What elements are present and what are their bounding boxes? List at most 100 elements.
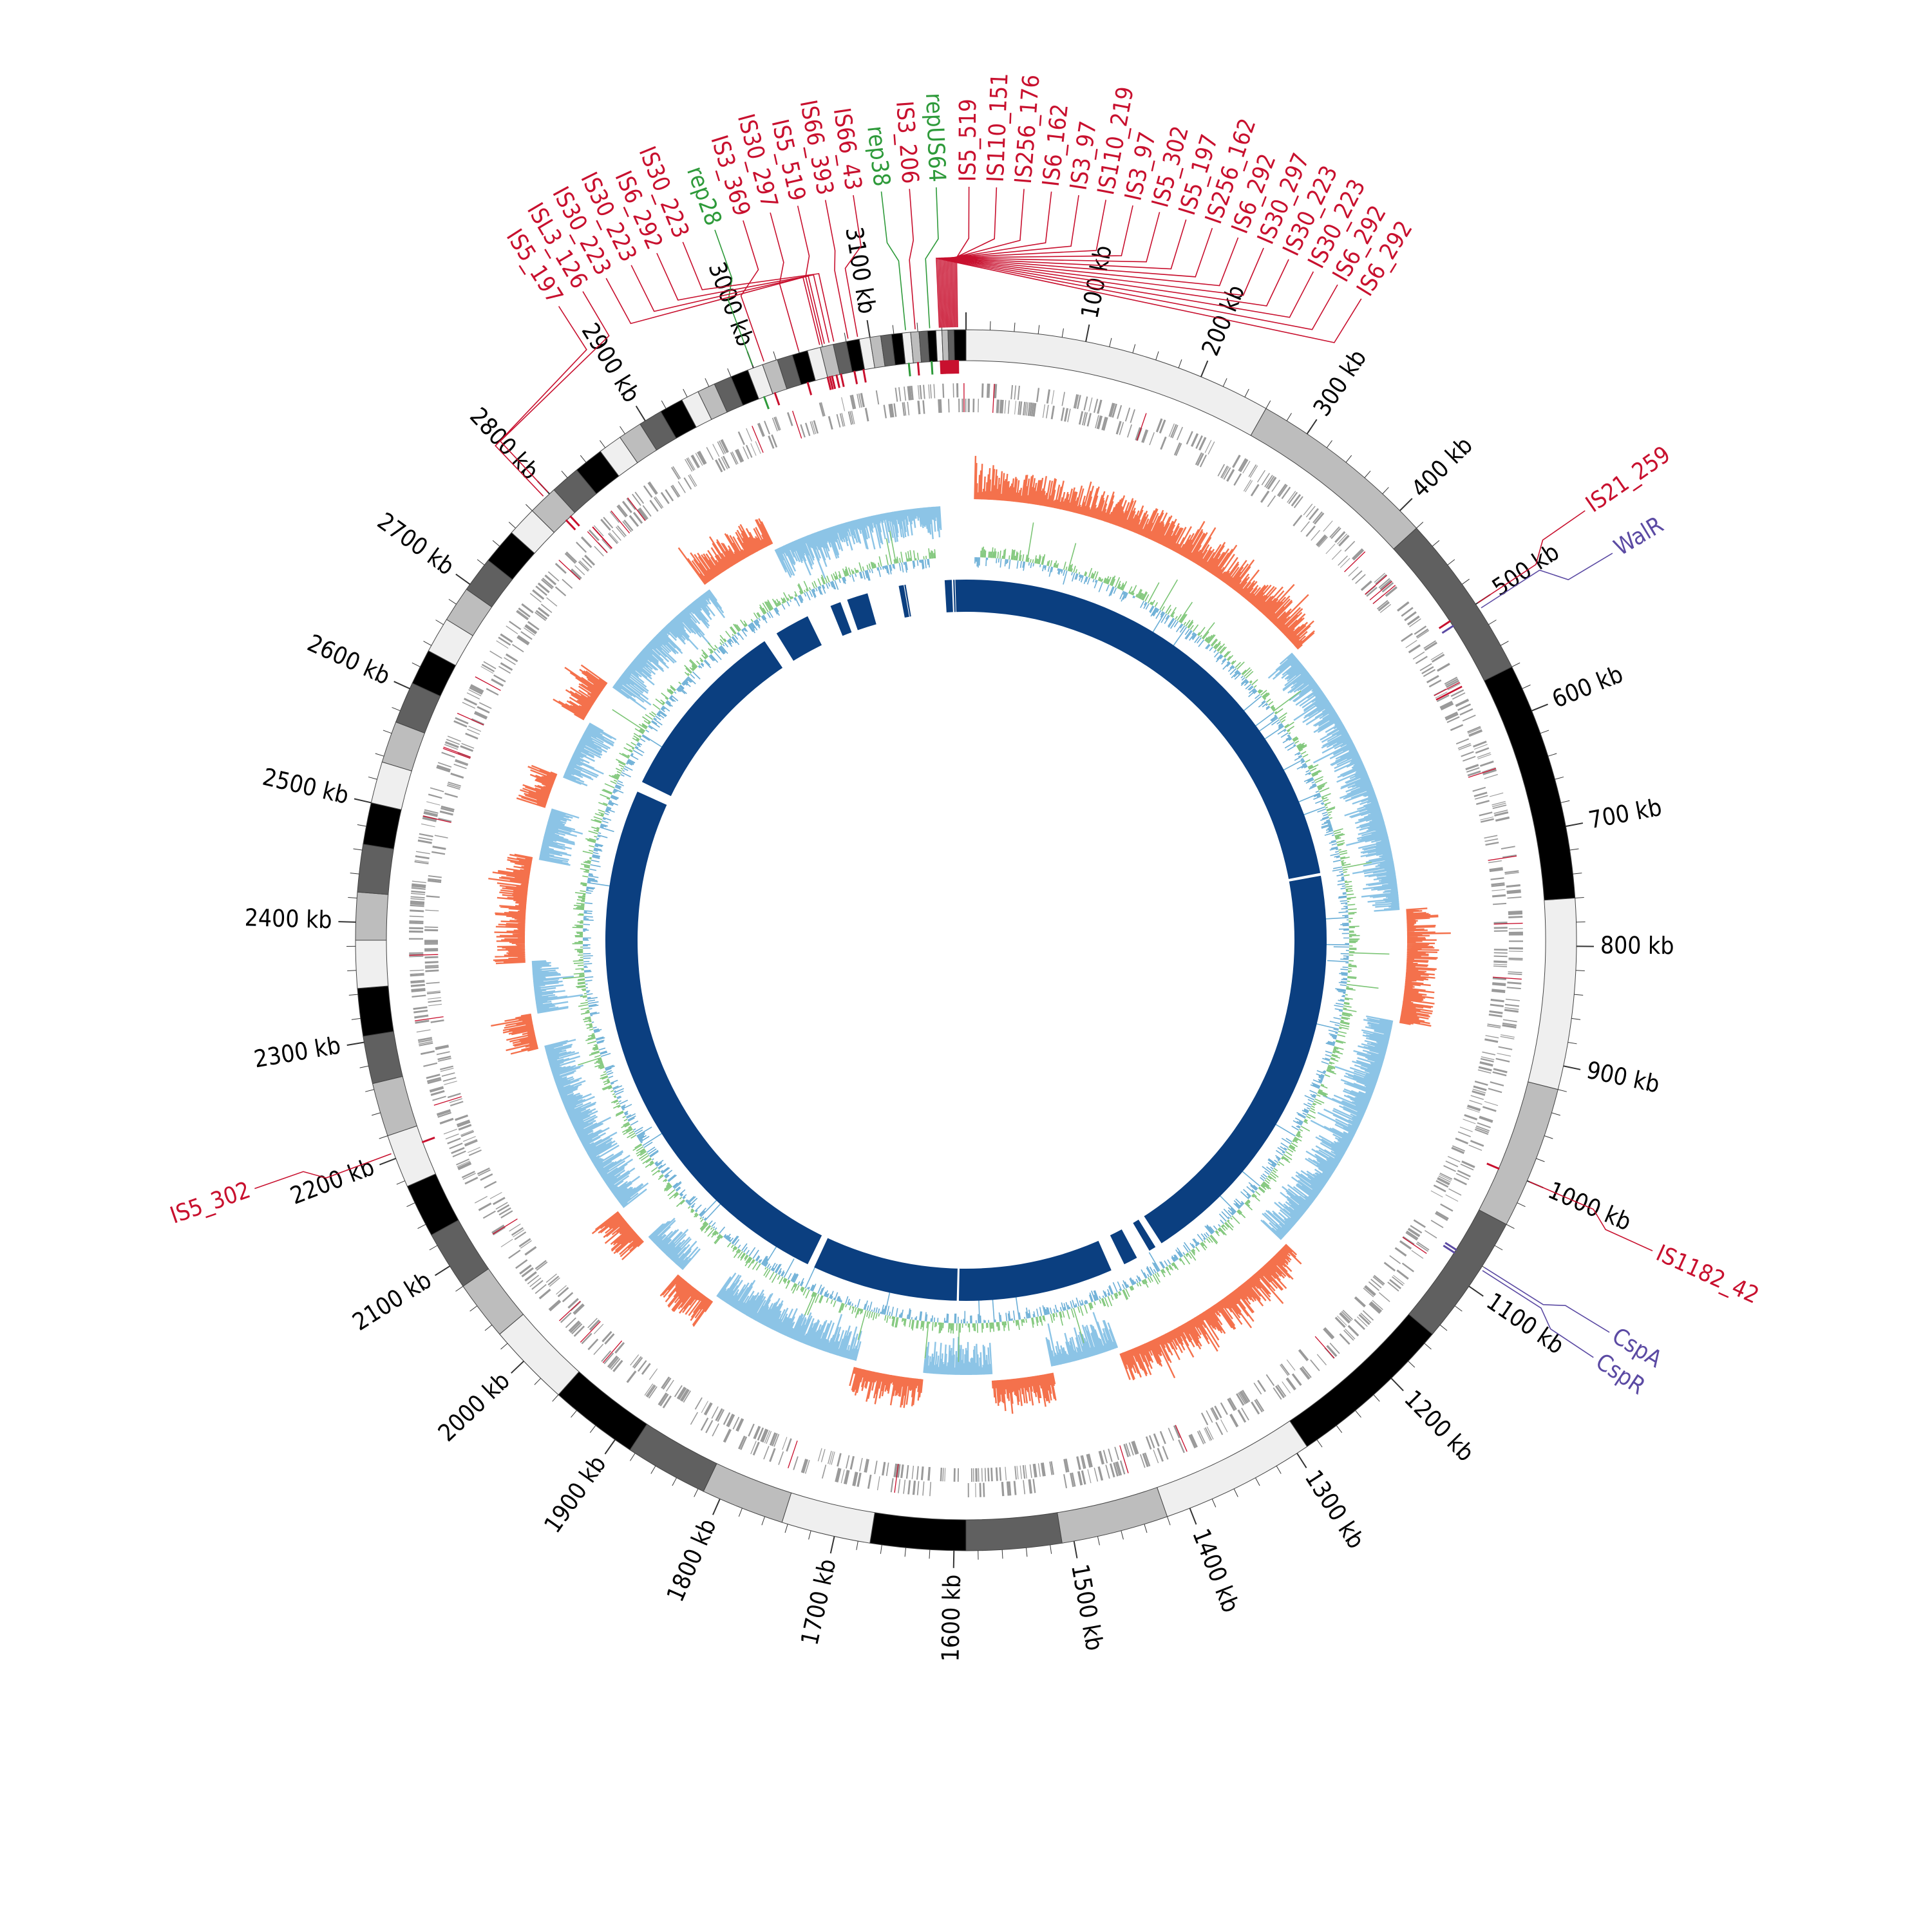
- gene-feature: [410, 980, 425, 984]
- gene-feature: [468, 689, 482, 697]
- scale-tick-label: 1300 kb: [1300, 1465, 1370, 1553]
- gene-feature: [462, 1136, 476, 1142]
- gc-skew-positive: [562, 522, 1390, 1362]
- gene-feature: [828, 1450, 832, 1464]
- gene-feature: [922, 400, 925, 414]
- gene-feature: [999, 1467, 1002, 1481]
- gene-feature: [1411, 1250, 1424, 1259]
- gene-feature: [1493, 922, 1508, 924]
- gene-feature: [692, 454, 701, 468]
- gene-feature: [589, 1319, 600, 1331]
- minor-tick: [350, 873, 359, 875]
- gene-feature: [1210, 1408, 1218, 1421]
- minor-tick: [1500, 641, 1509, 646]
- gene-feature: [634, 491, 645, 504]
- gene-feature: [1408, 644, 1421, 654]
- gene-feature: [1155, 418, 1163, 433]
- gene-feature: [630, 1354, 639, 1366]
- gene-feature: [535, 585, 547, 596]
- gene-feature: [1041, 1463, 1046, 1477]
- gene-feature: [1007, 400, 1010, 414]
- scale-tick-label: 2100 kb: [348, 1266, 437, 1336]
- minor-tick: [1276, 1466, 1282, 1474]
- gene-feature: [524, 1271, 537, 1282]
- gene-feature: [1241, 1407, 1249, 1421]
- gene-feature: [1098, 1451, 1103, 1465]
- gene-feature: [573, 1303, 584, 1314]
- gene-feature: [482, 1210, 496, 1219]
- gene-feature: [813, 420, 819, 434]
- gene-feature: [857, 1472, 862, 1487]
- gene-feature: [1173, 442, 1181, 456]
- minor-tick: [1494, 1245, 1503, 1251]
- gene-feature: [1466, 767, 1480, 773]
- gene-feature: [452, 1150, 466, 1158]
- gene-feature: [478, 702, 492, 709]
- minor-tick: [353, 848, 363, 851]
- coverage-gap: [764, 632, 795, 669]
- gene-feature: [535, 610, 548, 620]
- scale-tick-label: 600 kb: [1548, 660, 1627, 714]
- gene-feature: [757, 422, 765, 437]
- gc-content-region: [488, 853, 533, 965]
- gene-feature: [772, 1433, 778, 1446]
- gene-feature: [1506, 889, 1521, 893]
- gene-feature: [1200, 1412, 1209, 1426]
- gene-feature: [841, 397, 846, 412]
- gene-feature: [736, 1418, 744, 1432]
- gene-feature: [467, 728, 480, 735]
- gene-feature: [1086, 413, 1092, 427]
- gene-feature: [498, 666, 511, 674]
- gene-feature: [1160, 436, 1167, 450]
- minor-tick: [1001, 1549, 1003, 1559]
- gene-feature: [952, 383, 954, 398]
- gene-feature: [679, 1388, 688, 1401]
- gene-feature: [1435, 691, 1448, 699]
- gene-feature: [1204, 1428, 1211, 1441]
- gene-feature: [715, 459, 723, 473]
- gene-feature: [1467, 1104, 1481, 1111]
- gene-feature: [933, 384, 936, 399]
- gene-feature: [1501, 1034, 1515, 1038]
- gene-feature: [802, 1459, 809, 1473]
- gene-feature: [428, 1003, 442, 1007]
- gc-content-region: [544, 1039, 649, 1208]
- gene-feature: [984, 1468, 987, 1482]
- gene-feature: [1474, 1081, 1488, 1086]
- gene-feature: [965, 398, 967, 413]
- gene-feature: [421, 823, 435, 828]
- gene-feature: [1366, 587, 1378, 597]
- gene-feature: [461, 1171, 475, 1179]
- gene-feature: [1354, 1296, 1366, 1307]
- annotation-leader: [936, 258, 1362, 343]
- gene-feature: [1430, 1220, 1444, 1229]
- minor-tick: [1517, 1202, 1526, 1208]
- gene-feature: [603, 1352, 614, 1365]
- gene-feature: [1140, 1454, 1146, 1468]
- gene-feature: [1338, 555, 1348, 566]
- contig-segment: [355, 891, 389, 941]
- gene-feature: [1312, 511, 1323, 524]
- scale-tick-label: 1700 kb: [795, 1557, 841, 1648]
- gene-feature: [518, 1238, 531, 1247]
- gene-feature: [1508, 928, 1523, 929]
- gene-feature: [1286, 1377, 1296, 1390]
- gene-feature: [689, 474, 697, 486]
- mobile-element-feature: [1488, 855, 1517, 861]
- annotation-mark: [831, 375, 837, 390]
- minor-tick: [1571, 1018, 1581, 1020]
- gene-feature: [1470, 1140, 1484, 1147]
- gene-feature: [611, 1358, 621, 1370]
- gene-feature: [1250, 484, 1260, 497]
- gene-feature: [1141, 429, 1148, 443]
- gene-feature: [1437, 663, 1450, 672]
- gene-feature: [903, 1479, 906, 1494]
- annotation-mark: [1438, 620, 1452, 629]
- gene-feature: [672, 466, 681, 479]
- minor-tick: [1574, 994, 1584, 996]
- gene-feature: [1484, 838, 1499, 842]
- gene-feature: [1473, 744, 1488, 750]
- gene-feature: [440, 807, 455, 813]
- gene-feature: [457, 1121, 471, 1128]
- annotation-mark: [773, 392, 781, 406]
